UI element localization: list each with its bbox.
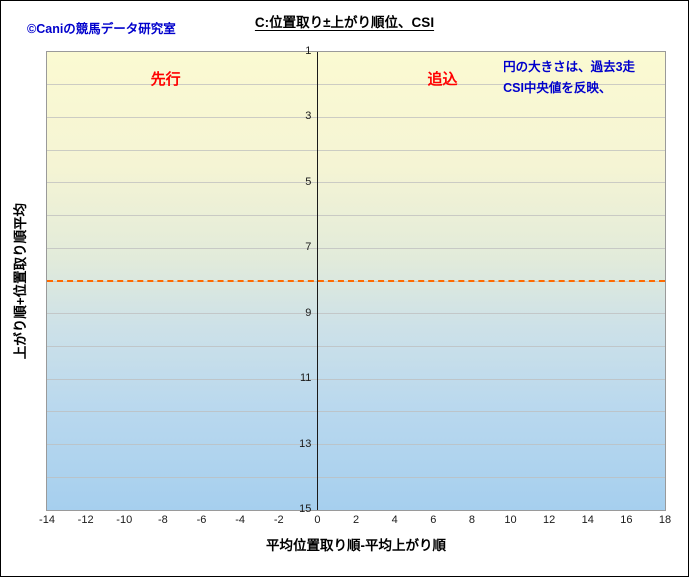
x-tick-label: -6 (196, 514, 207, 526)
bubble-size-note-line1: 円の大きさは、過去3走 (503, 60, 636, 74)
x-axis-tick-row: -14 -12 -10 -8 -6 -4 -2 0 2 4 6 8 10 12 14 16 18 (39, 514, 671, 530)
y-axis-title: 上がり順+位置取り順平均 (13, 202, 28, 360)
x-tick-label: 18 (658, 514, 672, 526)
x-tick-label: 2 (352, 514, 360, 526)
y-tick-label: 1 (305, 45, 312, 57)
chart-title: C:位置取り±上がり順位、CSI (254, 15, 435, 30)
x-tick-label: -12 (77, 514, 94, 526)
gridline (47, 84, 665, 86)
x-tick-label: 4 (391, 514, 398, 526)
x-tick-label: -8 (157, 514, 168, 526)
gridline (47, 182, 665, 184)
bubble-size-note: 円の大きさは、過去3走 CSI中央値を反映、 (503, 57, 635, 99)
gridline (47, 345, 665, 347)
y-tick-label: 15 (299, 503, 312, 515)
x-tick-label: -4 (235, 514, 246, 526)
x-tick-label: 10 (504, 514, 517, 526)
reference-dashed-line (47, 280, 665, 282)
gridline (47, 247, 665, 249)
y-tick-label: 9 (305, 306, 312, 319)
y-tick-label: 7 (305, 241, 312, 254)
gridline (47, 411, 665, 413)
gridline (47, 444, 665, 446)
quadrant-label-front-runner: 先行 (150, 71, 181, 88)
x-tick-label: -10 (116, 514, 133, 526)
y-tick-label: 11 (299, 372, 312, 385)
x-axis-title: 平均位置取り順-平均上がり順 (266, 538, 446, 553)
x-tick-label: 0 (314, 514, 321, 526)
x-tick-label: 12 (543, 514, 556, 526)
copyright-text: ©Caniの競馬データ研究室 (27, 22, 176, 36)
x-tick-label: 16 (620, 514, 633, 526)
quadrant-label-closer: 追込 (427, 71, 458, 88)
gridline (47, 378, 665, 380)
x-tick-label: -14 (39, 514, 55, 526)
y-tick-label: 13 (299, 437, 312, 450)
y-tick-label: 3 (305, 110, 312, 123)
x-tick-label: 8 (468, 514, 475, 526)
x-tick-label: 6 (430, 514, 437, 526)
gridline (47, 149, 665, 151)
gridline (47, 116, 665, 118)
x-tick-label: -2 (273, 514, 284, 526)
y-tick-label: 5 (305, 175, 312, 188)
plot-area: 先行 追込 円の大きさは、過去3走 CSI中央値を反映、 1 3 5 7 9 11 13 15 (46, 45, 666, 515)
gridline (47, 313, 665, 315)
gridline (47, 476, 665, 478)
gridline (47, 215, 665, 217)
bubble-size-note-line2: CSI中央値を反映、 (503, 81, 612, 95)
x-tick-label: 14 (581, 514, 594, 526)
